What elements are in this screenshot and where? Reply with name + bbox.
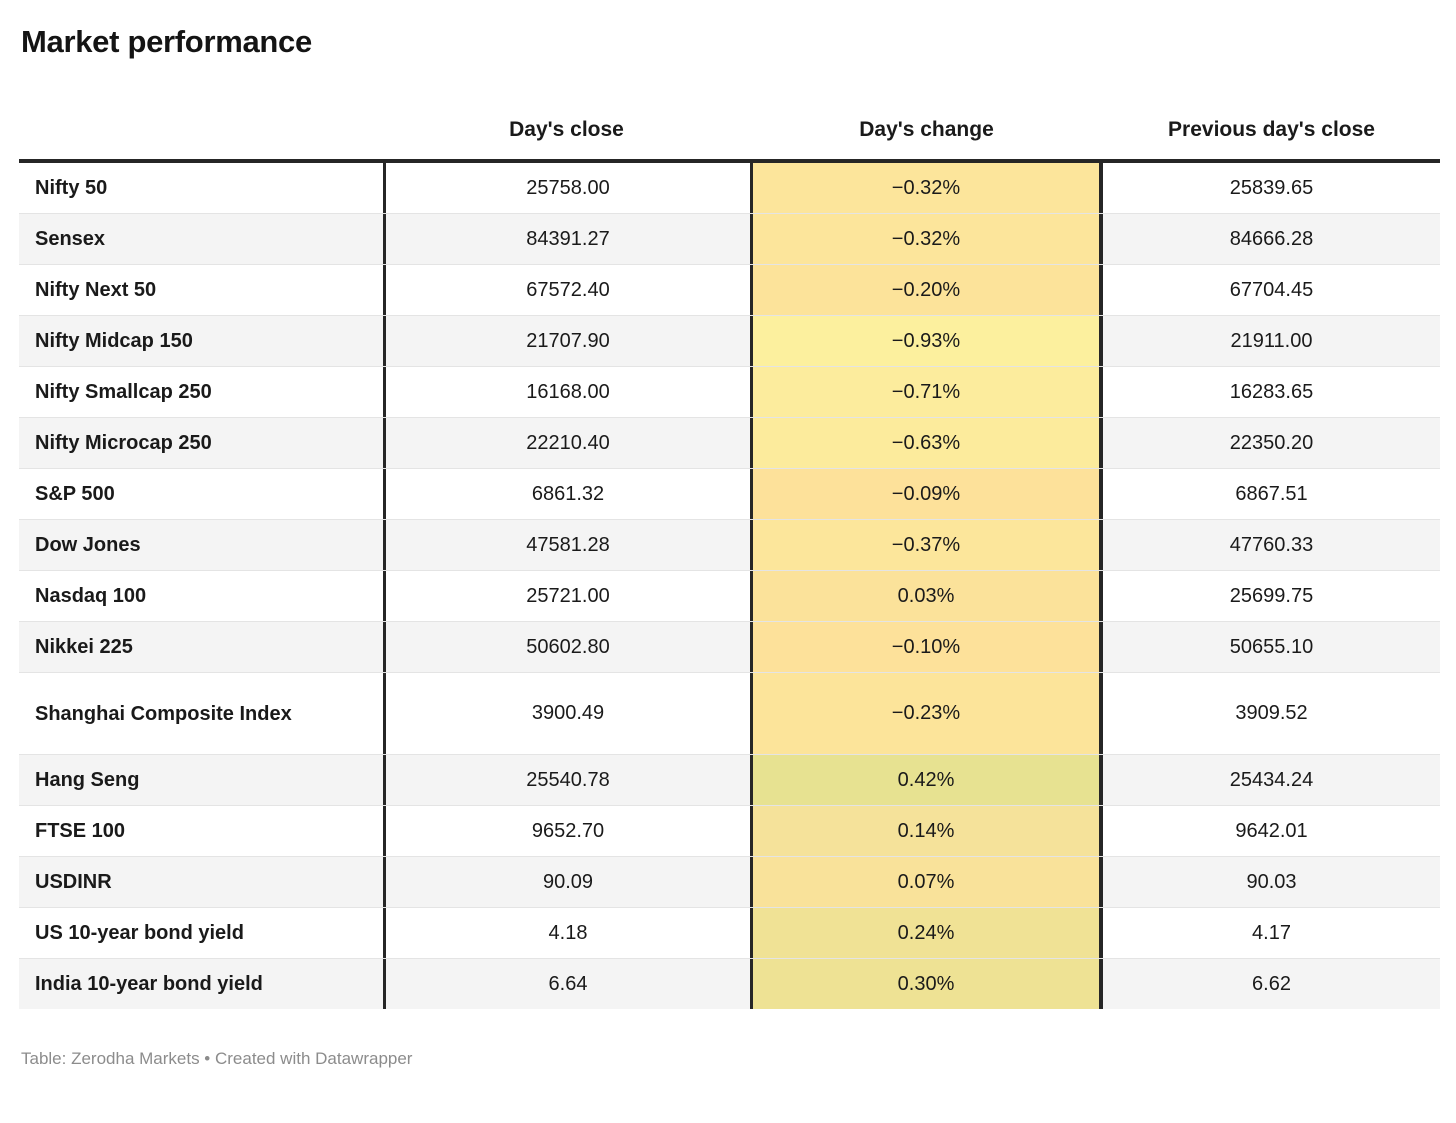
prev-close-value: 25839.65 <box>1229 176 1314 199</box>
prev-close-value: 16283.65 <box>1229 380 1314 403</box>
header-days-change: Day's change <box>859 118 994 141</box>
days-close-value: 3900.49 <box>383 673 750 754</box>
page-title: Market performance <box>21 24 312 59</box>
prev-close-value: 90.03 <box>1246 870 1297 893</box>
days-close-value: 22210.40 <box>383 418 750 468</box>
header-days-close: Day's close <box>509 118 624 141</box>
days-close-value: 4.18 <box>383 908 750 958</box>
prev-close-value: 25699.75 <box>1229 584 1314 607</box>
table-row: Nikkei 225 50602.80 −0.10% 50655.10 <box>19 621 1440 672</box>
days-change-value: −0.09% <box>750 469 1103 519</box>
row-label: Nikkei 225 <box>35 636 133 658</box>
row-label: Nasdaq 100 <box>35 585 147 607</box>
days-close-value: 9652.70 <box>383 806 750 856</box>
days-change-value: 0.07% <box>750 857 1103 907</box>
table-row: Nasdaq 100 25721.00 0.03% 25699.75 <box>19 570 1440 621</box>
row-label: Sensex <box>35 228 106 250</box>
days-change-value: −0.71% <box>750 367 1103 417</box>
prev-close-value: 67704.45 <box>1229 278 1314 301</box>
row-label: FTSE 100 <box>35 820 126 842</box>
row-label: Nifty Smallcap 250 <box>35 381 212 403</box>
table-attribution: Table: Zerodha Markets • Created with Da… <box>21 1049 413 1068</box>
row-label: Hang Seng <box>35 769 140 791</box>
days-close-value: 6.64 <box>383 959 750 1009</box>
table-row: Nifty Smallcap 250 16168.00 −0.71% 16283… <box>19 366 1440 417</box>
row-label: US 10-year bond yield <box>35 922 244 944</box>
table-row: Nifty Midcap 150 21707.90 −0.93% 21911.0… <box>19 315 1440 366</box>
prev-close-value: 25434.24 <box>1229 768 1314 791</box>
table-row: USDINR 90.09 0.07% 90.03 <box>19 856 1440 907</box>
table-row: Nifty 50 25758.00 −0.32% 25839.65 <box>19 163 1440 213</box>
table-row: Nifty Next 50 67572.40 −0.20% 67704.45 <box>19 264 1440 315</box>
row-label: Shanghai Composite Index <box>35 702 292 725</box>
days-change-value: −0.20% <box>750 265 1103 315</box>
table-row: US 10-year bond yield 4.18 0.24% 4.17 <box>19 907 1440 958</box>
prev-close-value: 6867.51 <box>1235 482 1308 505</box>
row-label: Nifty Next 50 <box>35 279 157 301</box>
table-row: Nifty Microcap 250 22210.40 −0.63% 22350… <box>19 417 1440 468</box>
days-change-value: −0.37% <box>750 520 1103 570</box>
table-header-row: Day's close Day's change Previous day's … <box>19 118 1440 159</box>
days-change-value: −0.32% <box>750 214 1103 264</box>
days-change-value: 0.14% <box>750 806 1103 856</box>
days-close-value: 67572.40 <box>383 265 750 315</box>
prev-close-value: 84666.28 <box>1229 227 1314 250</box>
prev-close-value: 3909.52 <box>1235 702 1308 724</box>
days-close-value: 25540.78 <box>383 755 750 805</box>
header-previous-days-close: Previous day's close <box>1168 118 1375 141</box>
row-label: USDINR <box>35 871 112 893</box>
row-label: Nifty Midcap 150 <box>35 330 193 352</box>
days-close-value: 25721.00 <box>383 571 750 621</box>
prev-close-value: 9642.01 <box>1235 819 1308 842</box>
days-close-value: 21707.90 <box>383 316 750 366</box>
days-close-value: 6861.32 <box>383 469 750 519</box>
days-close-value: 84391.27 <box>383 214 750 264</box>
table-row: Dow Jones 47581.28 −0.37% 47760.33 <box>19 519 1440 570</box>
days-change-value: −0.93% <box>750 316 1103 366</box>
row-label: Nifty 50 <box>35 177 108 199</box>
prev-close-value: 21911.00 <box>1230 329 1313 352</box>
header-label-column <box>19 118 383 159</box>
days-change-value: 0.42% <box>750 755 1103 805</box>
days-change-value: −0.23% <box>750 673 1103 754</box>
days-change-value: 0.30% <box>750 959 1103 1009</box>
days-close-value: 90.09 <box>383 857 750 907</box>
table-row: India 10-year bond yield 6.64 0.30% 6.62 <box>19 958 1440 1009</box>
days-close-value: 47581.28 <box>383 520 750 570</box>
page: Market performance Day's close Day's cha… <box>0 22 1456 1069</box>
days-change-value: −0.63% <box>750 418 1103 468</box>
days-change-value: 0.24% <box>750 908 1103 958</box>
table-row: Hang Seng 25540.78 0.42% 25434.24 <box>19 754 1440 805</box>
days-close-value: 25758.00 <box>383 163 750 213</box>
table-row: Sensex 84391.27 −0.32% 84666.28 <box>19 213 1440 264</box>
prev-close-value: 22350.20 <box>1229 431 1314 454</box>
prev-close-value: 47760.33 <box>1229 533 1314 556</box>
table-row: FTSE 100 9652.70 0.14% 9642.01 <box>19 805 1440 856</box>
days-change-value: −0.32% <box>750 163 1103 213</box>
table-body: Nifty 50 25758.00 −0.32% 25839.65 Sensex… <box>19 159 1440 1009</box>
row-label: Dow Jones <box>35 534 141 556</box>
row-label: India 10-year bond yield <box>35 973 263 995</box>
days-change-value: −0.10% <box>750 622 1103 672</box>
table-row: S&P 500 6861.32 −0.09% 6867.51 <box>19 468 1440 519</box>
row-label: Nifty Microcap 250 <box>35 432 212 454</box>
days-close-value: 50602.80 <box>383 622 750 672</box>
row-label: S&P 500 <box>35 483 115 505</box>
table-row: Shanghai Composite Index 3900.49 −0.23% … <box>19 672 1440 754</box>
days-close-value: 16168.00 <box>383 367 750 417</box>
prev-close-value: 50655.10 <box>1229 635 1314 658</box>
days-change-value: 0.03% <box>750 571 1103 621</box>
prev-close-value: 4.17 <box>1252 921 1291 944</box>
prev-close-value: 6.62 <box>1252 972 1291 995</box>
